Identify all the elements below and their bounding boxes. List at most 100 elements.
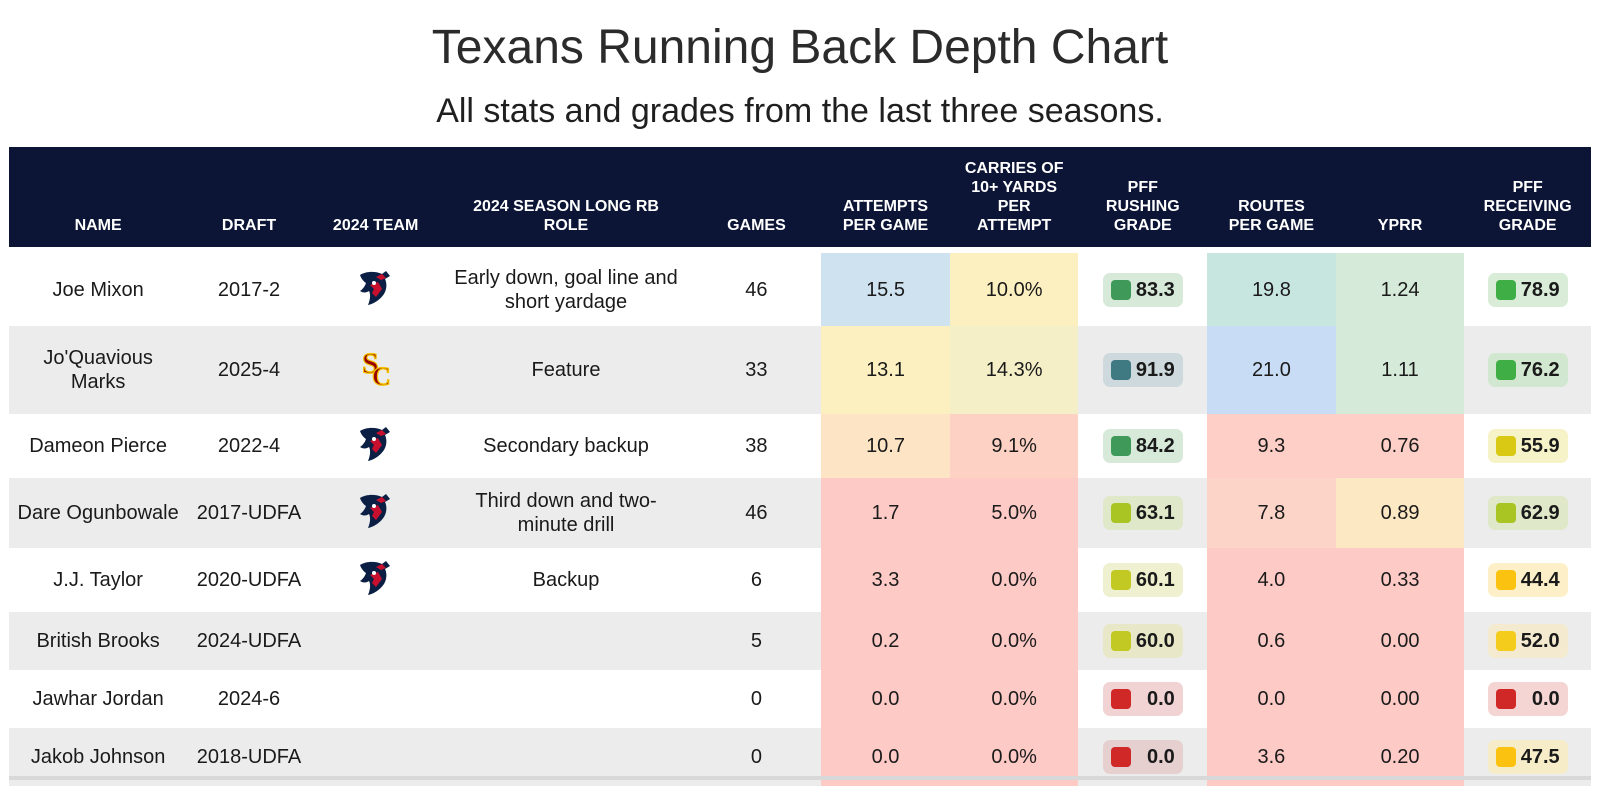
games-value: 46 — [691, 478, 822, 548]
games-value: 5 — [691, 612, 822, 670]
header-receiving-grade[interactable]: PFF RECEIVING GRADE — [1464, 147, 1591, 250]
grade-color-icon — [1110, 436, 1131, 456]
table-bottom-border — [9, 776, 1591, 780]
rushing-grade-cell: 83.3 — [1078, 247, 1208, 326]
routes-per-game-value: 19.8 — [1207, 247, 1336, 326]
rb-role: Secondary backup — [483, 435, 649, 457]
header-games[interactable]: GAMES — [691, 147, 822, 250]
texans-logo-icon — [356, 490, 396, 530]
header-team[interactable]: 2024 TEAM — [310, 147, 441, 250]
svg-text:S: S — [362, 347, 379, 380]
team-logo-cell — [311, 414, 441, 478]
receiving-grade-cell: 76.2 — [1464, 326, 1591, 414]
table-row[interactable]: Dameon Pierce 2022-4 Secondary backup 38 10… — [9, 414, 1591, 478]
usc-logo-icon: S C — [356, 346, 396, 391]
grade-color-icon — [1495, 570, 1516, 590]
rushing-grade-cell: 60.0 — [1078, 612, 1208, 670]
yprr-value: 0.00 — [1335, 670, 1465, 728]
draft-info: 2022-4 — [217, 435, 281, 457]
grade-color-icon — [1110, 503, 1131, 523]
header-carries-10plus[interactable]: CARRIES OF 10+ YARDS PER ATTEMPT — [949, 147, 1079, 250]
games-value: 0 — [750, 688, 762, 710]
routes-per-game-value: 0.0 — [1207, 670, 1336, 728]
receiving-grade-badge: 55.9 — [1487, 429, 1568, 463]
receiving-grade-badge: 78.9 — [1487, 272, 1568, 307]
routes-per-game-value: 7.8 — [1207, 478, 1336, 548]
header-draft[interactable]: DRAFT — [187, 147, 311, 250]
receiving-grade-value: 44.4 — [1520, 569, 1560, 591]
receiving-grade-badge: 0.0 — [1487, 682, 1568, 716]
receiving-grade-value: 62.9 — [1520, 502, 1560, 524]
receiving-grade-badge: 44.4 — [1487, 563, 1568, 597]
yprr-value: 0.89 — [1335, 478, 1465, 548]
rushing-grade-badge: 60.0 — [1102, 624, 1183, 658]
team-logo-cell: S C — [310, 326, 441, 414]
draft-info: 2024-6 — [217, 688, 281, 710]
rushing-grade-badge: 0.0 — [1102, 682, 1183, 716]
carries-10plus-value: 14.3% — [949, 326, 1079, 414]
table-row[interactable]: Jo'Quavious Marks 2025-4 S C Feature 33 13.… — [9, 326, 1591, 414]
team-logo-cell — [311, 548, 441, 612]
routes-per-game-value: 21.0 — [1207, 326, 1336, 414]
player-name: Dare Ogunbowale — [9, 478, 188, 548]
draft-info: 2017-2 — [187, 247, 311, 326]
rushing-grade-value: 60.1 — [1135, 569, 1175, 591]
receiving-grade-cell: 55.9 — [1464, 414, 1591, 478]
table-row[interactable]: British Brooks 2024-UDFA 5 0.2 0.0% 60.0 0.6 0.… — [9, 612, 1591, 670]
header-role[interactable]: 2024 SEASON LONG RB ROLE — [440, 147, 692, 250]
receiving-grade-value: 47.5 — [1520, 746, 1560, 768]
player-name: Dameon Pierce — [29, 435, 168, 457]
carries-10plus-value: 9.1% — [949, 414, 1079, 478]
grade-color-icon — [1495, 360, 1516, 380]
receiving-grade-cell: 44.4 — [1464, 548, 1591, 612]
rushing-grade-value: 63.1 — [1135, 502, 1175, 524]
draft-info: 2025-4 — [187, 326, 311, 414]
games-value: 6 — [750, 569, 762, 591]
grade-color-icon — [1110, 747, 1131, 767]
games-value: 46 — [691, 247, 822, 326]
yprr-value: 0.76 — [1335, 414, 1465, 478]
table-row[interactable]: Joe Mixon 2017-2 Early down, goal line an… — [9, 247, 1591, 326]
attempts-per-game-value: 3.3 — [821, 548, 950, 612]
rushing-grade-badge: 83.3 — [1102, 272, 1183, 307]
rushing-grade-badge: 0.0 — [1102, 740, 1183, 774]
receiving-grade-badge: 62.9 — [1487, 496, 1568, 530]
draft-info: 2017-UDFA — [187, 478, 311, 548]
rushing-grade-cell: 0.0 — [1078, 670, 1208, 728]
page-subtitle: All stats and grades from the last three… — [436, 92, 1164, 130]
rb-role: Backup — [532, 569, 600, 591]
table-row[interactable]: Jawhar Jordan 2024-6 0 0.0 0.0% 0.0 0.0 0.00 0.0 — [9, 670, 1591, 728]
grade-color-icon — [1110, 360, 1131, 380]
header-name[interactable]: NAME — [9, 147, 188, 250]
receiving-grade-cell: 78.9 — [1464, 247, 1591, 326]
routes-per-game-value: 4.0 — [1207, 548, 1336, 612]
header-row: NAME DRAFT 2024 TEAM 2024 SEASON LONG RB… — [9, 147, 1591, 250]
yprr-value: 1.24 — [1335, 247, 1465, 326]
header-routes-per-game[interactable]: ROUTES PER GAME — [1207, 147, 1336, 250]
texans-logo-icon — [356, 267, 396, 307]
grade-color-icon — [1495, 747, 1516, 767]
carries-10plus-value: 10.0% — [949, 247, 1079, 326]
table-row[interactable]: J.J. Taylor 2020-UDFA Backup 6 3.3 0.0% 60.1 4… — [9, 548, 1591, 612]
header-rushing-grade[interactable]: PFF RUSHING GRADE — [1078, 147, 1208, 250]
grade-color-icon — [1495, 689, 1516, 709]
team-logo-cell — [310, 247, 441, 326]
header-attempts-per-game[interactable]: ATTEMPTS PER GAME — [821, 147, 950, 250]
rushing-grade-badge: 84.2 — [1102, 429, 1183, 463]
team-logo-cell — [310, 478, 441, 548]
games-value: 33 — [691, 326, 822, 414]
rushing-grade-cell: 91.9 — [1078, 326, 1208, 414]
table-row[interactable]: Dare Ogunbowale 2017-UDFA Third down and … — [9, 478, 1591, 548]
attempts-per-game-value: 1.7 — [821, 478, 950, 548]
draft-info: 2020-UDFA — [196, 569, 302, 591]
carries-10plus-value: 5.0% — [949, 478, 1079, 548]
svg-text:C: C — [372, 362, 391, 387]
rb-role: Early down, goal line and short yardage — [440, 247, 692, 326]
header-yprr[interactable]: YPRR — [1335, 147, 1465, 250]
receiving-grade-value: 76.2 — [1520, 359, 1560, 381]
attempts-per-game-value: 13.1 — [821, 326, 950, 414]
rushing-grade-cell: 84.2 — [1078, 414, 1208, 478]
player-name: J.J. Taylor — [53, 569, 143, 591]
grade-color-icon — [1495, 503, 1516, 523]
rushing-grade-cell: 60.1 — [1078, 548, 1208, 612]
